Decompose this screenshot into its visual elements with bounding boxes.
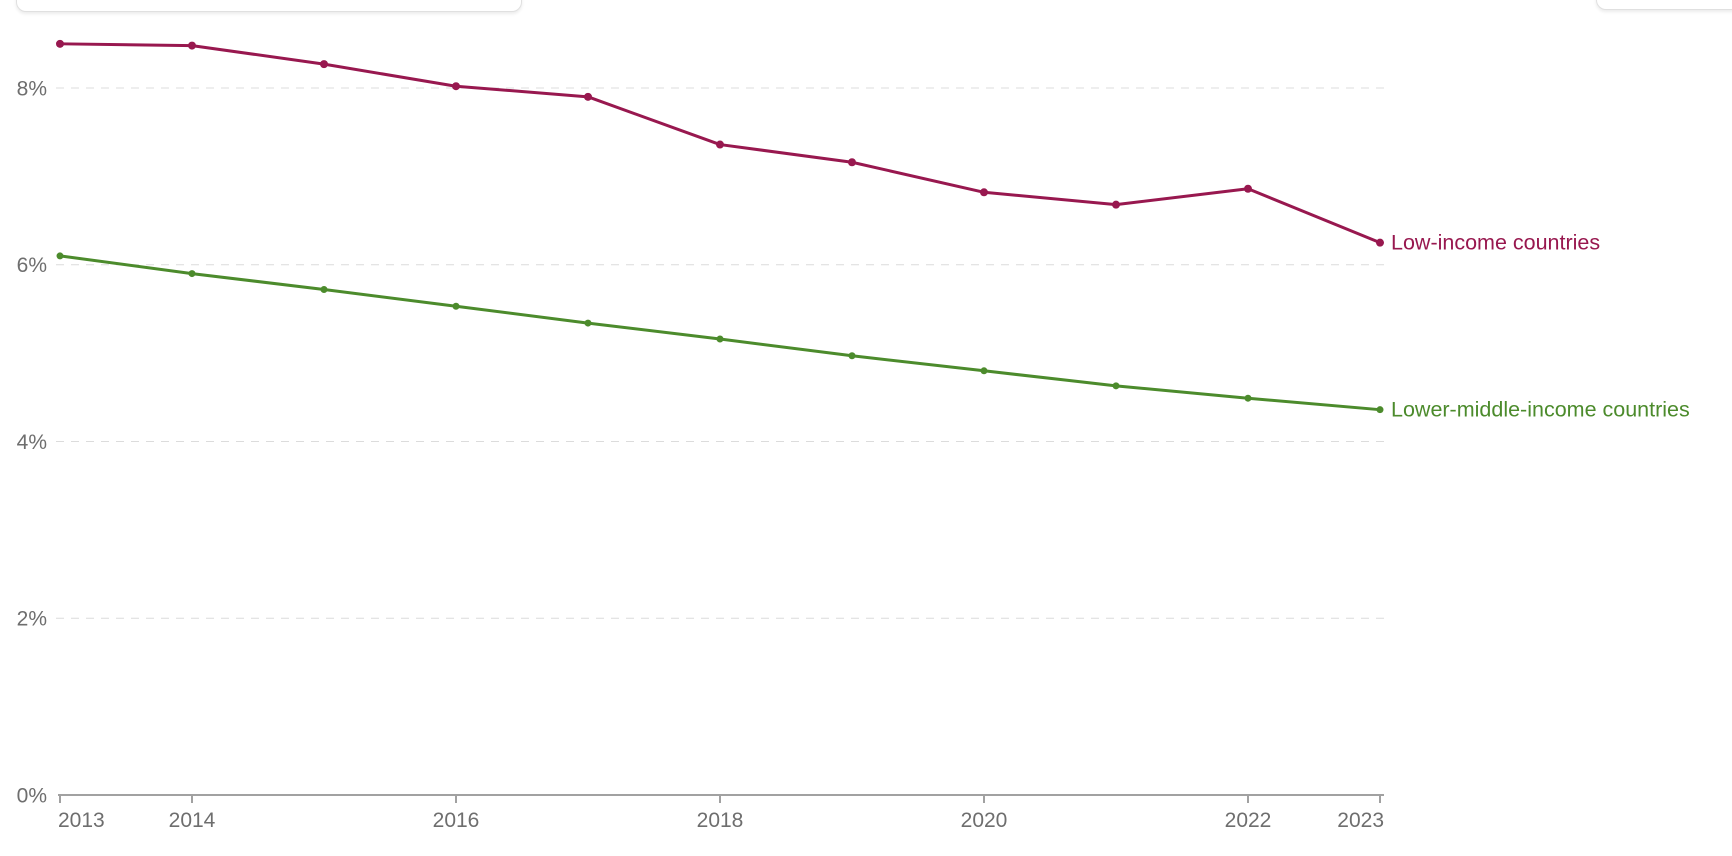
cropped-top-right-panel[interactable] <box>1596 0 1732 10</box>
data-point-low-income-countries-2021[interactable] <box>1112 200 1120 209</box>
series-label-lower-middle-income-countries[interactable]: Lower-middle-income countries <box>1391 398 1690 422</box>
gridlines <box>56 87 1384 619</box>
data-point-lower-middle-income-countries-2014[interactable] <box>188 270 196 278</box>
y-tick-label: 2% <box>17 608 47 631</box>
data-point-lower-middle-income-countries-2016[interactable] <box>452 302 460 310</box>
data-point-low-income-countries-2018[interactable] <box>716 140 724 149</box>
series-line-lower-middle-income-countries[interactable] <box>58 254 1382 412</box>
data-point-low-income-countries-2016[interactable] <box>452 82 460 91</box>
x-tick-label: 2018 <box>697 809 744 832</box>
x-tick-label: 2020 <box>961 809 1008 832</box>
data-point-low-income-countries-2023[interactable] <box>1376 238 1384 247</box>
data-point-lower-middle-income-countries-2020[interactable] <box>980 367 988 375</box>
data-point-lower-middle-income-countries-2013[interactable] <box>56 252 64 260</box>
x-tick-labels: 2013 2014 2016 2018 2020 2022 2023 <box>58 809 1384 832</box>
data-point-lower-middle-income-countries-2019[interactable] <box>848 352 856 360</box>
y-tick-label: 4% <box>17 431 47 454</box>
data-point-low-income-countries-2014[interactable] <box>188 41 196 50</box>
data-point-lower-middle-income-countries-2021[interactable] <box>1112 382 1120 390</box>
x-tick-label: 2013 <box>58 809 105 832</box>
data-point-lower-middle-income-countries-2018[interactable] <box>716 335 724 343</box>
data-point-lower-middle-income-countries-2023[interactable] <box>1376 406 1384 414</box>
x-tick-label: 2016 <box>433 809 480 832</box>
y-tick-label: 6% <box>17 254 47 277</box>
data-point-low-income-countries-2015[interactable] <box>320 60 328 69</box>
data-point-low-income-countries-2017[interactable] <box>584 92 592 101</box>
x-tick-label: 2022 <box>1225 809 1272 832</box>
data-point-lower-middle-income-countries-2015[interactable] <box>320 285 328 293</box>
series-label-low-income-countries[interactable]: Low-income countries <box>1391 231 1600 255</box>
series-low-income-countries[interactable]: Low-income countries <box>56 39 1600 255</box>
y-tick-label: 8% <box>17 77 47 100</box>
x-tick-label: 2023 <box>1337 809 1384 832</box>
x-tick-label: 2014 <box>169 809 216 832</box>
data-point-low-income-countries-2022[interactable] <box>1244 184 1252 193</box>
y-tick-label: 0% <box>17 784 47 807</box>
data-point-low-income-countries-2020[interactable] <box>980 188 988 197</box>
data-point-low-income-countries-2019[interactable] <box>848 158 856 167</box>
series-lower-middle-income-countries[interactable]: Lower-middle-income countries <box>56 252 1690 422</box>
data-point-lower-middle-income-countries-2017[interactable] <box>584 319 592 327</box>
data-point-lower-middle-income-countries-2022[interactable] <box>1244 394 1252 402</box>
data-point-low-income-countries-2013[interactable] <box>56 39 64 48</box>
y-tick-labels: 0% 2% 4% 6% 8% <box>17 77 47 807</box>
x-axis <box>58 794 1384 803</box>
